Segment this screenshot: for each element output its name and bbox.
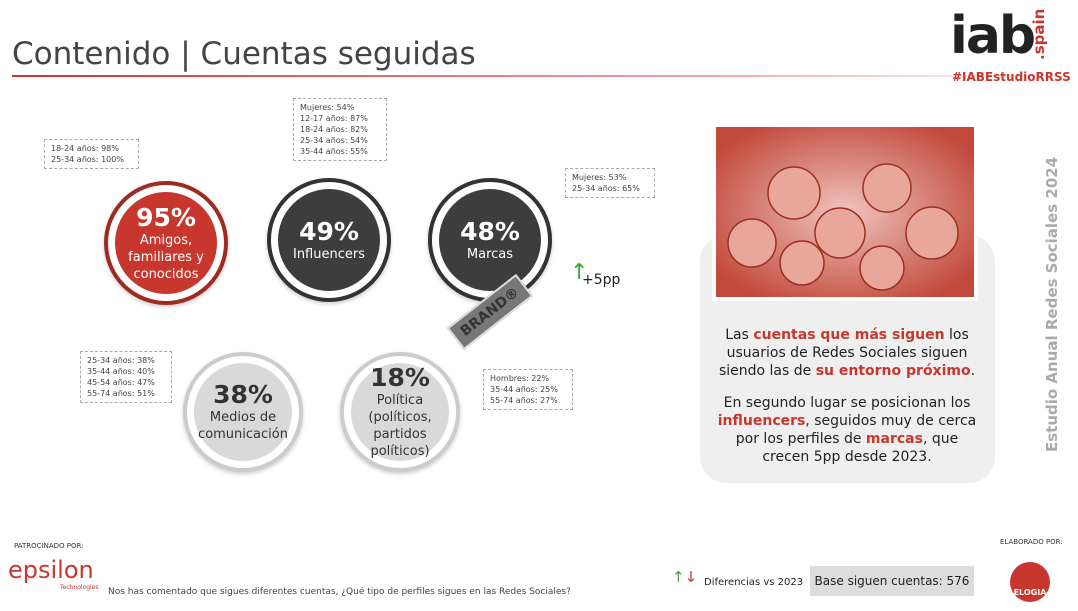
sponsor: epsilon	[8, 556, 94, 584]
callout-line: 25-34 años: 54%	[300, 136, 368, 145]
circle: 38% Medios de comunicación	[183, 352, 303, 472]
callout: Mujeres: 54% 12-17 años: 87% 18-24 años: 8…	[293, 98, 387, 161]
paragraph: En segundo lugar se posicionan los influ…	[712, 394, 982, 466]
callout-line: Mujeres: 53%	[572, 173, 627, 182]
side-label: Estudio Anual Redes Sociales 2024	[1043, 156, 1061, 452]
circle: 49% Influencers	[267, 178, 391, 302]
highlight: marcas	[865, 431, 923, 447]
circle: 48% Marcas	[428, 178, 552, 302]
callout-line: 18-24 años: 82%	[300, 125, 368, 134]
text: , que crecen 5pp desde 2023.	[762, 431, 959, 465]
callout-line: 25-34 años: 38%	[87, 356, 155, 365]
percent: 49%	[299, 216, 359, 246]
callout-line: 18-24 años: 98%	[51, 144, 119, 153]
callout: Hombres: 22% 35-44 años: 25% 55-74 años: 2…	[483, 369, 573, 410]
label: Influencers	[292, 246, 365, 262]
text: En segundo lugar se posicionan los	[723, 395, 971, 411]
logo-suffix: .spain	[1030, 8, 1048, 60]
callout-line: 55-74 años: 27%	[490, 396, 558, 405]
circle-fill: 48% Marcas	[439, 189, 541, 291]
callout-line: 35-44 años: 40%	[87, 367, 155, 376]
sponsor-sub: Technologies	[60, 584, 99, 591]
photo	[712, 123, 978, 301]
circle: 18% Política (políticos, partidos polític…	[340, 352, 460, 472]
callout-line: 25-34 años: 65%	[572, 184, 640, 193]
callout: Mujeres: 53% 25-34 años: 65%	[565, 168, 655, 198]
sponsor-label: PATROCINADO POR:	[14, 542, 84, 550]
title-rule	[12, 75, 1072, 77]
circle: 95% Amigos, familiares y conocidos	[104, 181, 228, 305]
callout: 18-24 años: 98% 25-34 años: 100%	[44, 139, 139, 169]
highlight: cuentas que más siguen	[753, 327, 945, 343]
callout-line: 55-74 años: 51%	[87, 389, 155, 398]
callout: 25-34 años: 38% 35-44 años: 40% 45-54 años…	[80, 351, 172, 403]
up-arrow: ↑	[570, 260, 589, 285]
circle-fill: 18% Política (políticos, partidos polític…	[351, 363, 449, 461]
legend-arrows: ↑↓	[672, 568, 698, 586]
callout-line: 35-44 años: 25%	[490, 385, 558, 394]
percent: 38%	[213, 380, 273, 409]
made-by-label: ELABORADO POR:	[1000, 538, 1063, 546]
callout-line: Hombres: 22%	[490, 374, 550, 383]
logo: iab	[950, 6, 1036, 66]
callout-line: 35-44 años: 55%	[300, 147, 368, 156]
callout-line: 12-17 años: 87%	[300, 114, 368, 123]
text: los usuarios de Redes Sociales siguen si…	[718, 327, 969, 379]
title: Contenido | Cuentas seguidas	[12, 36, 476, 72]
percent: 18%	[370, 363, 430, 392]
label: Política (políticos, partidos políticos)	[368, 393, 432, 459]
text: Las	[725, 327, 754, 343]
label: Medios de comunicación	[198, 410, 288, 442]
made-by: ELOGIA	[1010, 562, 1050, 602]
circle-fill: 49% Influencers	[278, 189, 380, 291]
text: , seguidos muy de cerca por los perfiles…	[735, 413, 977, 447]
callout-line: Mujeres: 54%	[300, 103, 355, 112]
hashtag: #IABEstudioRRSS	[952, 70, 1071, 84]
highlight: influencers	[717, 413, 806, 429]
callout-line: 45-54 años: 47%	[87, 378, 155, 387]
circle-fill: 95% Amigos, familiares y conocidos	[115, 192, 217, 294]
percent: 95%	[136, 202, 196, 232]
highlight: su entorno próximo	[815, 363, 971, 379]
callout-line: 25-34 años: 100%	[51, 155, 124, 164]
legend: Diferencias vs 2023	[704, 577, 804, 588]
label: Marcas	[466, 246, 514, 262]
circle-fill: 38% Medios de comunicación	[194, 363, 292, 461]
change: +5pp	[582, 272, 621, 288]
summary: Las cuentas que más siguen los usuarios …	[712, 326, 982, 466]
label: Amigos, familiares y conocidos	[128, 232, 204, 282]
question: Nos has comentado que sigues diferentes …	[108, 587, 571, 597]
text: .	[970, 363, 976, 379]
paragraph: Las cuentas que más siguen los usuarios …	[712, 326, 982, 380]
base: Base siguen cuentas: 576	[810, 566, 974, 596]
percent: 48%	[460, 216, 520, 246]
